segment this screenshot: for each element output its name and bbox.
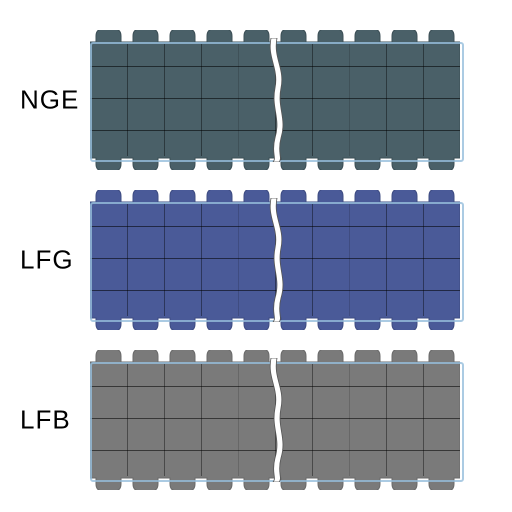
belt-label: LFG bbox=[20, 245, 74, 276]
belt-graphic bbox=[90, 350, 460, 490]
break-line-icon bbox=[265, 38, 285, 162]
break-line-icon bbox=[265, 198, 285, 322]
belt-graphic bbox=[90, 30, 460, 170]
belt-label: NGE bbox=[20, 85, 79, 116]
belt-types-diagram: NGE LFG LFB bbox=[0, 0, 512, 512]
belt-row: LFG bbox=[0, 190, 512, 330]
belt-row: NGE bbox=[0, 30, 512, 170]
belt-row: LFB bbox=[0, 350, 512, 490]
belt-graphic bbox=[90, 190, 460, 330]
break-line-icon bbox=[265, 358, 285, 482]
belt-label: LFB bbox=[20, 405, 71, 436]
